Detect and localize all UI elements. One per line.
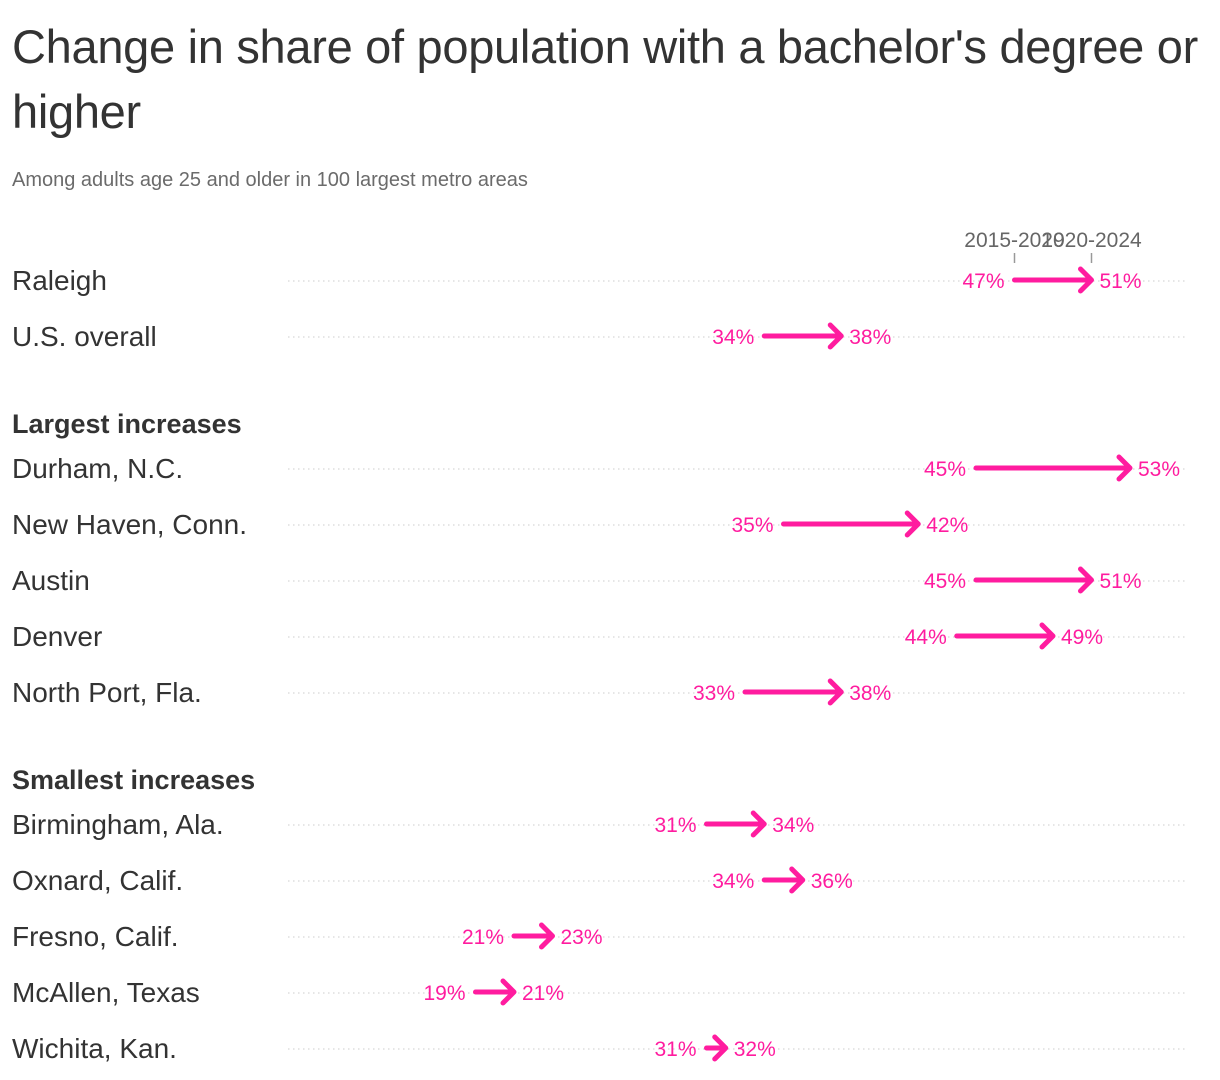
group-heading: Smallest increases — [12, 765, 255, 795]
end-value-label: 49% — [1061, 626, 1103, 649]
change-arrowhead — [712, 1034, 729, 1062]
start-value-label: 31% — [654, 814, 696, 837]
start-value-label: 44% — [905, 626, 947, 649]
row-label: Oxnard, Calif. — [12, 865, 183, 896]
change-arrowhead — [1078, 266, 1094, 294]
start-value-label: 45% — [924, 458, 966, 481]
row-label: Fresno, Calif. — [12, 921, 179, 952]
row-label: North Port, Fla. — [12, 677, 202, 708]
start-value-label: 19% — [423, 982, 465, 1005]
start-value-label: 34% — [712, 326, 754, 349]
chart-subtitle: Among adults age 25 and older in 100 lar… — [12, 169, 528, 191]
row-label: Austin — [12, 565, 90, 596]
period-label-start: 2015-2019 — [964, 229, 1064, 252]
start-value-label: 35% — [731, 514, 773, 537]
end-value-label: 51% — [1100, 270, 1142, 293]
row-label: New Haven, Conn. — [12, 509, 247, 540]
end-value-label: 53% — [1138, 458, 1180, 481]
change-arrowhead — [827, 322, 844, 350]
change-arrowhead — [789, 866, 806, 894]
end-value-label: 23% — [561, 926, 603, 949]
change-arrowhead — [904, 510, 921, 538]
row-label: Durham, N.C. — [12, 453, 183, 484]
change-arrowhead — [500, 978, 517, 1006]
end-value-label: 34% — [772, 814, 814, 837]
end-value-label: 36% — [811, 870, 853, 893]
change-arrowhead — [1078, 566, 1094, 594]
change-arrowhead — [1039, 622, 1056, 650]
start-value-label: 34% — [712, 870, 754, 893]
period-label-end: 2020-2024 — [1041, 229, 1142, 252]
end-value-label: 21% — [522, 982, 564, 1005]
row-label: Birmingham, Ala. — [12, 809, 224, 840]
end-value-label: 38% — [849, 682, 891, 705]
change-arrowhead — [827, 678, 844, 706]
change-arrowhead — [1116, 454, 1133, 482]
change-arrowhead — [750, 810, 767, 838]
end-value-label: 32% — [734, 1038, 776, 1061]
row-label: McAllen, Texas — [12, 977, 200, 1008]
start-value-label: 31% — [654, 1038, 696, 1061]
start-value-label: 47% — [962, 270, 1004, 293]
end-value-label: 38% — [849, 326, 891, 349]
row-label: U.S. overall — [12, 321, 157, 352]
end-value-label: 42% — [926, 514, 968, 537]
start-value-label: 33% — [693, 682, 735, 705]
group-heading: Largest increases — [12, 409, 242, 439]
row-label: Wichita, Kan. — [12, 1033, 177, 1064]
end-value-label: 51% — [1100, 570, 1142, 593]
start-value-label: 45% — [924, 570, 966, 593]
change-arrowhead — [539, 922, 555, 950]
row-label: Raleigh — [12, 265, 107, 296]
row-label: Denver — [12, 621, 102, 652]
start-value-label: 21% — [462, 926, 504, 949]
chart-title: Change in share of population with a bac… — [12, 20, 1198, 138]
